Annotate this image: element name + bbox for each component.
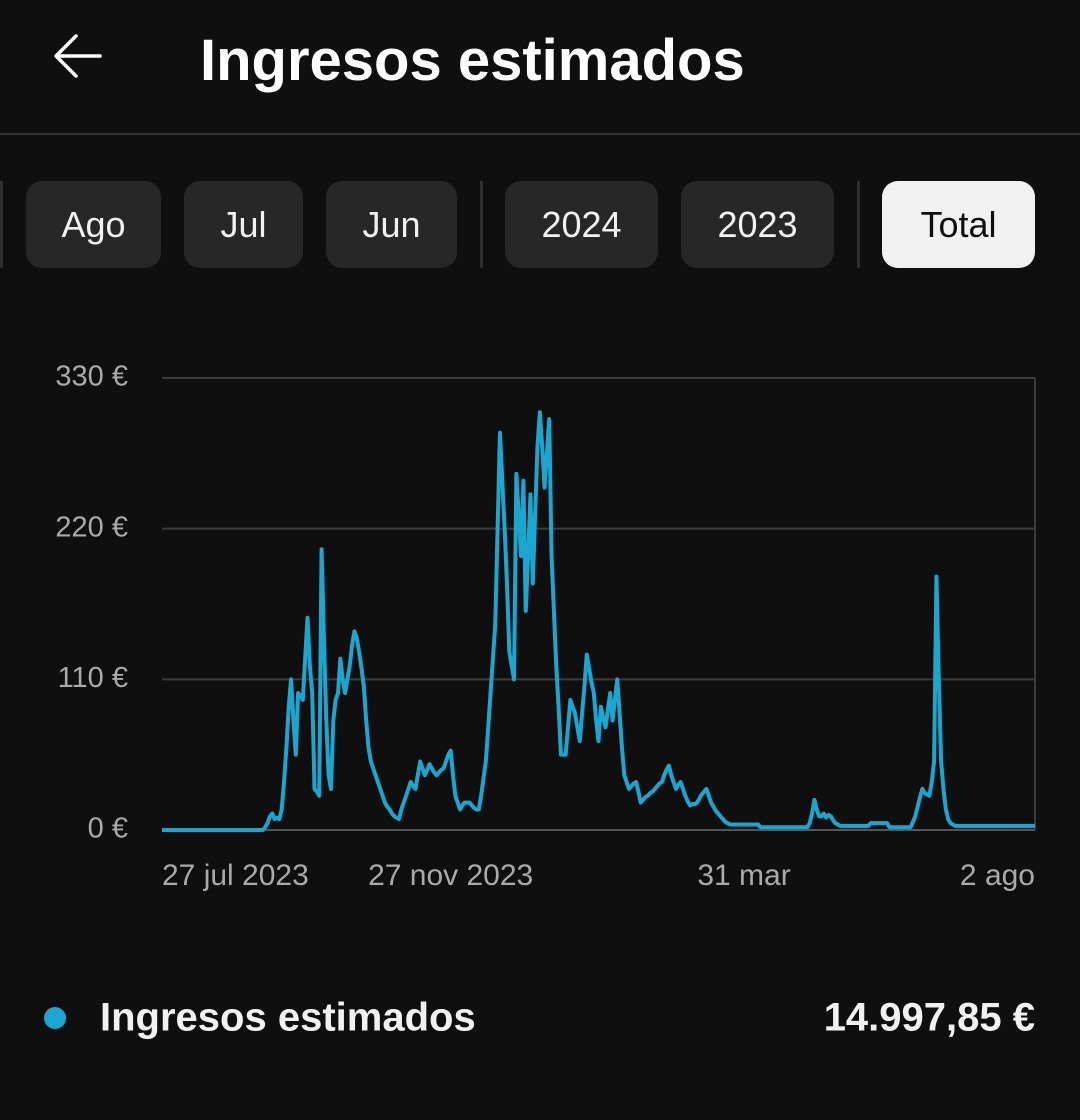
separator bbox=[480, 181, 483, 268]
filter-chip[interactable]: 2024 bbox=[505, 181, 658, 268]
data-line bbox=[162, 410, 1035, 832]
x-tick-label: 27 nov 2023 bbox=[368, 859, 533, 892]
x-tick-label: 27 jul 2023 bbox=[162, 859, 309, 892]
filter-chip-selected[interactable]: Total bbox=[882, 181, 1035, 268]
separator bbox=[857, 181, 860, 268]
x-tick-label: 31 mar bbox=[697, 859, 790, 892]
legend-label: Ingresos estimados bbox=[100, 996, 476, 1040]
divider bbox=[0, 133, 1080, 135]
page-title: Ingresos estimados bbox=[200, 28, 745, 93]
legend-marker bbox=[44, 1007, 66, 1029]
filter-chip[interactable]: Jun bbox=[326, 181, 457, 268]
y-tick-label: 110 € bbox=[58, 662, 128, 694]
filter-chip[interactable]: Ago bbox=[26, 181, 161, 268]
y-tick-label: 220 € bbox=[55, 511, 128, 543]
y-tick-label: 330 € bbox=[55, 361, 128, 393]
separator bbox=[0, 181, 3, 268]
y-tick-label: 0 € bbox=[88, 813, 128, 845]
filter-chip[interactable]: 2023 bbox=[681, 181, 834, 268]
total-value: 14.997,85 € bbox=[824, 996, 1035, 1040]
x-tick-label: 2 ago bbox=[960, 859, 1035, 892]
filter-chip[interactable]: Jul bbox=[184, 181, 303, 268]
back-button[interactable] bbox=[52, 32, 104, 80]
